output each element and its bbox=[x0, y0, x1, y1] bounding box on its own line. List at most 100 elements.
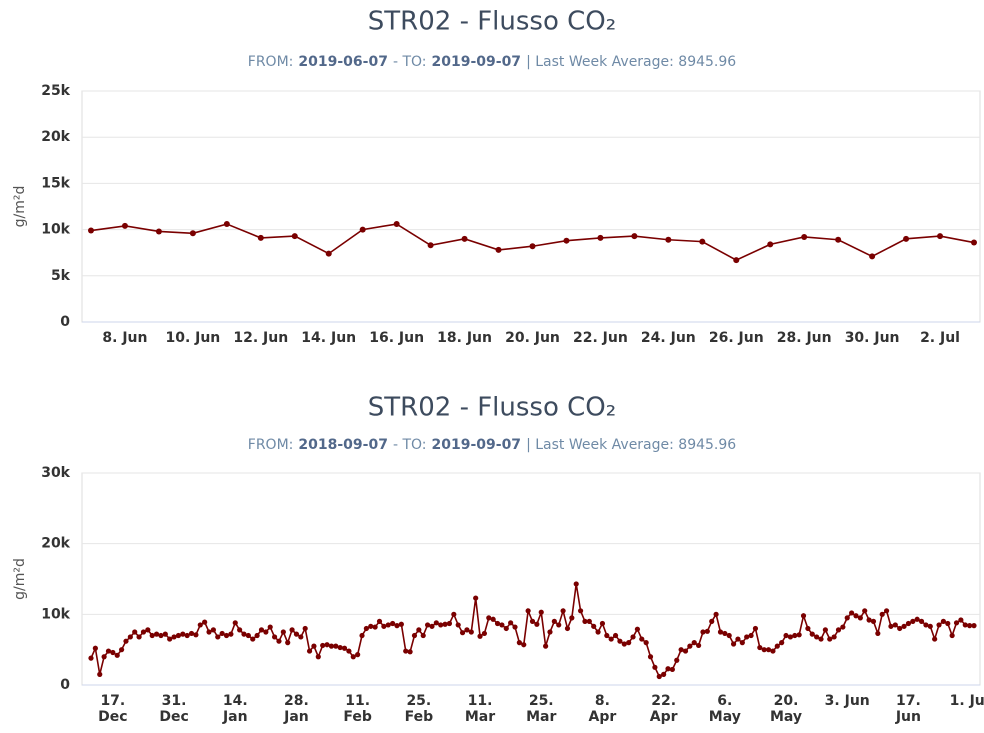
data-point bbox=[888, 623, 894, 629]
data-point bbox=[451, 611, 457, 617]
data-point bbox=[582, 618, 588, 625]
data-point bbox=[971, 239, 977, 246]
data-point bbox=[669, 666, 675, 673]
data-point bbox=[699, 238, 706, 245]
data-point bbox=[245, 632, 251, 639]
x-tick-label: 2. Jul bbox=[920, 330, 960, 346]
data-point bbox=[215, 634, 221, 640]
data-point bbox=[744, 634, 750, 640]
data-point bbox=[267, 624, 273, 630]
x-tick-label: 30. Jun bbox=[844, 330, 900, 346]
data-point bbox=[844, 615, 850, 621]
x-tick-label: 14. Jun bbox=[301, 330, 357, 346]
data-point bbox=[647, 654, 654, 660]
data-point bbox=[206, 629, 212, 635]
data-point bbox=[481, 630, 488, 637]
x-tick-label: 25. Feb bbox=[404, 693, 434, 725]
data-point bbox=[687, 643, 693, 649]
data-point bbox=[870, 618, 877, 625]
data-point bbox=[597, 234, 604, 241]
x-tick-label: 8. Jun bbox=[102, 330, 148, 346]
plot-border bbox=[81, 90, 981, 323]
data-point bbox=[420, 632, 426, 639]
data-point bbox=[149, 632, 155, 639]
data-point bbox=[291, 233, 298, 240]
data-point bbox=[193, 632, 199, 638]
data-point bbox=[324, 642, 330, 648]
x-tick-label: 20. May bbox=[769, 693, 803, 725]
data-point bbox=[538, 609, 544, 615]
data-point bbox=[809, 631, 815, 637]
data-point bbox=[254, 632, 260, 639]
data-point bbox=[381, 623, 387, 629]
data-point bbox=[333, 643, 339, 649]
x-tick-label: 22. Apr bbox=[649, 693, 678, 725]
data-point bbox=[805, 625, 811, 632]
y-tick-label: 5k bbox=[51, 268, 71, 284]
data-point bbox=[315, 654, 321, 660]
data-point bbox=[241, 631, 247, 637]
data-point bbox=[739, 640, 745, 646]
data-point bbox=[407, 649, 413, 655]
x-tick-label: 17. Dec bbox=[98, 693, 128, 725]
x-tick-label: 1. Jul bbox=[949, 693, 984, 709]
data-point bbox=[936, 622, 942, 628]
y-tick-label: 20k bbox=[41, 536, 70, 552]
data-point bbox=[175, 632, 182, 639]
x-tick-label: 28. Jun bbox=[776, 330, 832, 346]
data-point bbox=[717, 629, 724, 635]
data-point bbox=[937, 233, 944, 240]
data-point bbox=[398, 621, 404, 627]
data-point bbox=[427, 242, 434, 249]
data-point bbox=[385, 622, 391, 628]
x-tick-label: 31. Dec bbox=[159, 693, 189, 725]
data-point bbox=[761, 647, 767, 653]
data-point bbox=[302, 625, 308, 632]
data-point bbox=[490, 616, 496, 622]
x-tick-label: 28. Jan bbox=[284, 693, 309, 725]
data-point bbox=[461, 235, 468, 242]
data-point bbox=[910, 618, 916, 625]
data-point bbox=[486, 615, 492, 621]
data-point bbox=[905, 620, 912, 627]
data-point bbox=[110, 649, 116, 656]
data-point bbox=[145, 627, 151, 633]
data-point bbox=[783, 632, 789, 639]
data-point bbox=[682, 648, 689, 654]
data-point bbox=[429, 623, 435, 629]
y-tick-label: 25k bbox=[41, 83, 70, 99]
data-point bbox=[257, 234, 264, 241]
data-point bbox=[730, 641, 737, 647]
data-point bbox=[359, 632, 365, 639]
data-point bbox=[774, 643, 780, 649]
x-tick-label: 11. Feb bbox=[343, 693, 372, 725]
data-point bbox=[171, 634, 177, 640]
data-point bbox=[503, 625, 509, 632]
data-point bbox=[180, 631, 186, 637]
data-point bbox=[372, 624, 378, 630]
data-point bbox=[459, 630, 466, 636]
data-point bbox=[92, 645, 98, 651]
data-point bbox=[464, 627, 470, 633]
data-point bbox=[424, 622, 431, 628]
data-point bbox=[792, 632, 798, 639]
data-point bbox=[722, 630, 728, 637]
chart-title: STR02 - Flusso CO₂ bbox=[368, 393, 616, 423]
data-point bbox=[604, 632, 610, 639]
data-point bbox=[967, 623, 973, 629]
data-point bbox=[814, 634, 820, 640]
data-point bbox=[189, 230, 196, 237]
x-tick-label: 12. Jun bbox=[233, 330, 289, 346]
data-point bbox=[735, 636, 741, 642]
x-tick-label: 20. Jun bbox=[505, 330, 560, 346]
data-point bbox=[733, 257, 740, 264]
data-point bbox=[835, 236, 842, 243]
data-point bbox=[591, 623, 597, 629]
data-point bbox=[512, 624, 518, 630]
data-point bbox=[529, 243, 536, 250]
data-point bbox=[411, 632, 418, 639]
y-tick-label: 0 bbox=[60, 314, 70, 330]
data-point bbox=[341, 645, 348, 651]
subtitle-part: FROM: bbox=[248, 437, 294, 453]
